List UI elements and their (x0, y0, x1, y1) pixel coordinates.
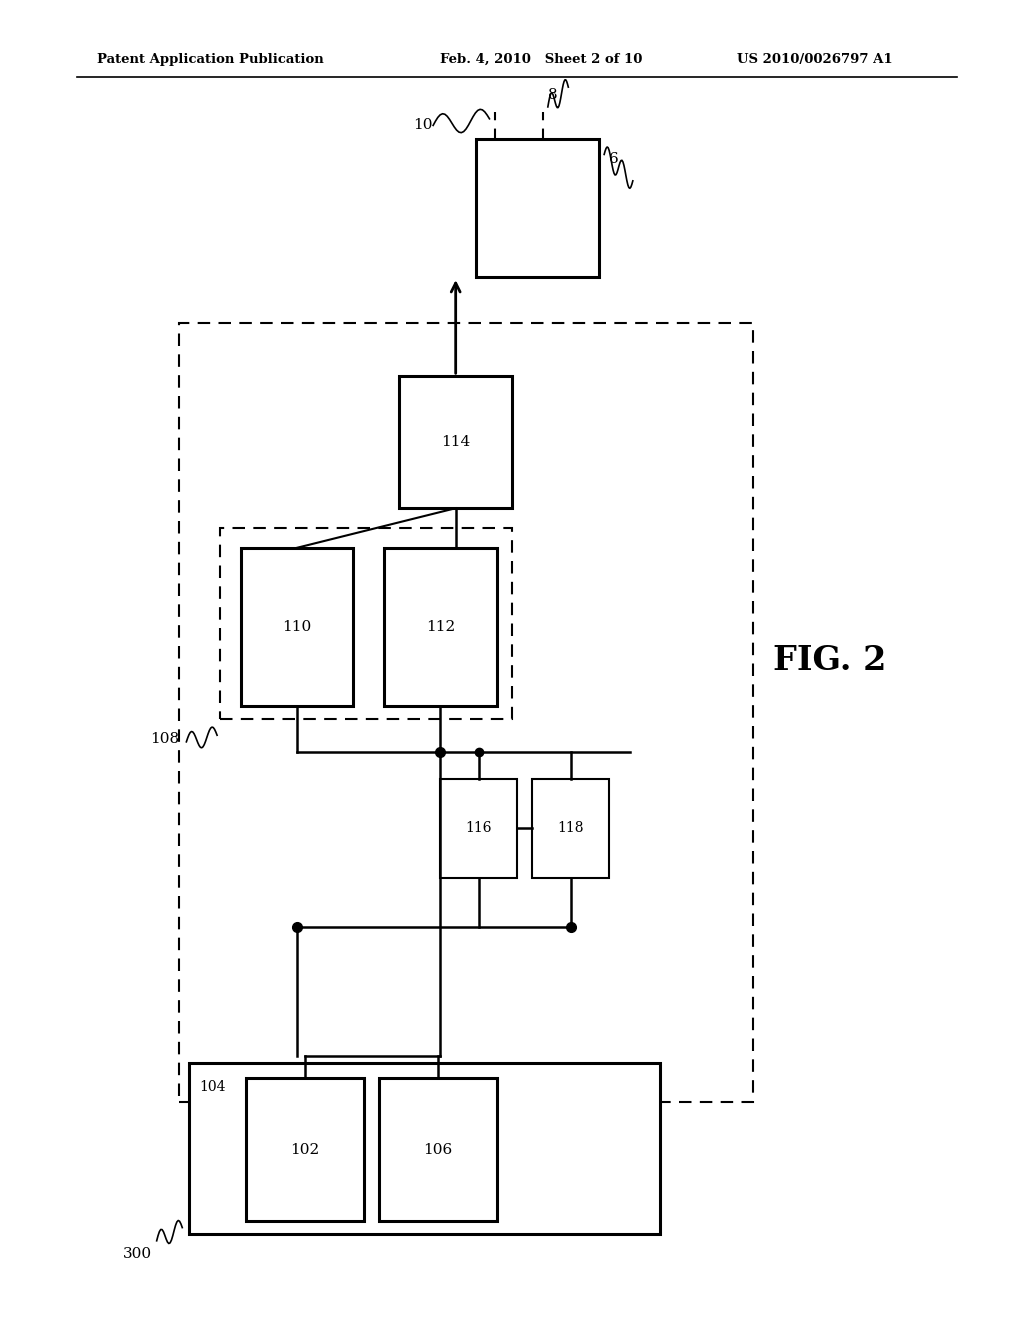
Bar (440, 779, 517, 878)
Bar (384, 548, 497, 706)
Text: 8: 8 (548, 87, 557, 102)
Text: FIG. 2: FIG. 2 (773, 644, 886, 676)
Bar (246, 1078, 364, 1221)
Text: 106: 106 (423, 1143, 453, 1156)
Text: 102: 102 (290, 1143, 319, 1156)
Bar (476, 139, 599, 277)
Bar (195, 1073, 655, 1224)
Text: 104: 104 (200, 1080, 226, 1094)
Text: 10: 10 (413, 119, 432, 132)
Text: 114: 114 (441, 436, 470, 449)
Text: 6: 6 (609, 152, 620, 166)
Text: Feb. 4, 2010   Sheet 2 of 10: Feb. 4, 2010 Sheet 2 of 10 (440, 53, 643, 66)
Bar (179, 323, 753, 1102)
Text: 112: 112 (426, 620, 455, 634)
Bar (399, 376, 512, 508)
Bar (241, 548, 353, 706)
Bar (189, 1063, 660, 1234)
Bar (532, 779, 609, 878)
Text: 110: 110 (283, 620, 311, 634)
Text: 108: 108 (151, 733, 179, 746)
Text: 300: 300 (123, 1247, 152, 1262)
Bar (220, 528, 512, 719)
Bar (379, 1078, 497, 1221)
Text: 118: 118 (558, 821, 584, 836)
Text: US 2010/0026797 A1: US 2010/0026797 A1 (737, 53, 893, 66)
Text: 116: 116 (466, 821, 492, 836)
Text: Patent Application Publication: Patent Application Publication (97, 53, 324, 66)
